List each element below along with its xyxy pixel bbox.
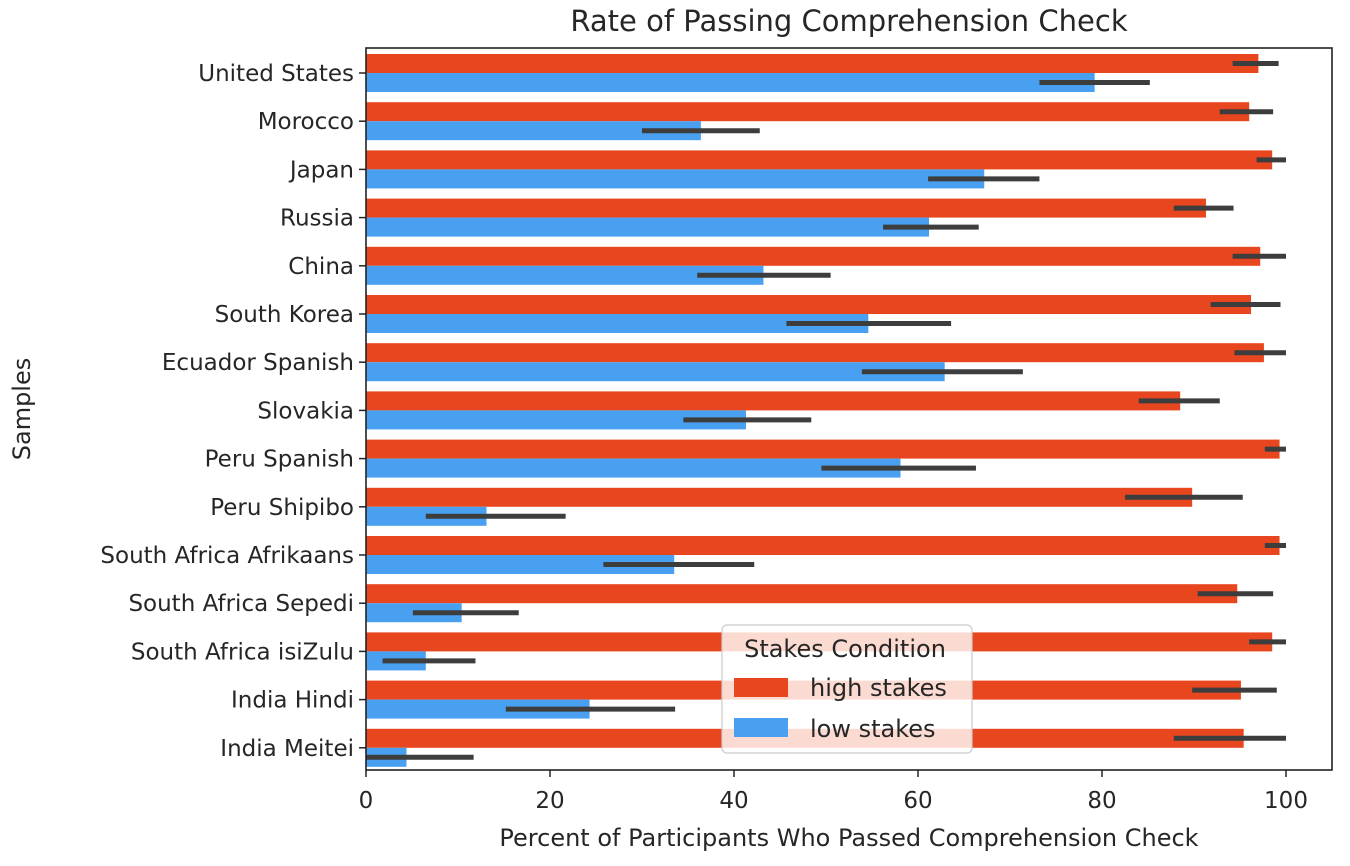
y-tick-label-japan: Japan — [288, 157, 354, 183]
x-tick-label-0: 0 — [359, 788, 374, 814]
legend-swatch-high-stakes — [734, 678, 788, 697]
bar-south-korea-low-stakes — [366, 314, 869, 333]
bar-south-africa-sepedi-high-stakes — [366, 584, 1238, 604]
bar-slovakia-low-stakes — [366, 410, 746, 430]
plot-area — [366, 54, 1286, 767]
bar-russia-low-stakes — [366, 217, 930, 237]
bar-japan-low-stakes — [366, 169, 985, 189]
y-axis-ticks: United States Morocco Japan Russia China Sout… — [100, 61, 366, 762]
legend-label-high-stakes: high stakes — [810, 674, 947, 702]
bar-japan-high-stakes — [366, 150, 1273, 170]
y-axis-label: Samples — [8, 358, 36, 461]
legend: Stakes Condition high stakes low stakes — [721, 624, 973, 754]
x-tick-label-60: 60 — [903, 788, 932, 814]
legend-swatch-low-stakes — [734, 718, 788, 737]
y-tick-label-united-states: United States — [198, 61, 354, 87]
bar-china-high-stakes — [366, 246, 1261, 266]
y-tick-label-india-hindi: India Hindi — [231, 688, 354, 714]
y-tick-label-russia: Russia — [280, 206, 354, 232]
bar-peru-spanish-low-stakes — [366, 458, 901, 478]
y-tick-label-south-africa-isizulu: South Africa isiZulu — [131, 639, 354, 665]
bar-morocco-high-stakes — [366, 102, 1250, 122]
y-tick-label-peru-shipibo: Peru Shipibo — [210, 495, 354, 521]
bar-russia-high-stakes — [366, 198, 1206, 218]
bar-south-africa-afrikaans-high-stakes — [366, 536, 1280, 555]
bar-morocco-low-stakes — [366, 121, 701, 141]
x-tick-label-20: 20 — [535, 788, 564, 814]
y-tick-label-slovakia: Slovakia — [257, 398, 354, 424]
bar-slovakia-high-stakes — [366, 391, 1181, 411]
bar-peru-shipibo-high-stakes — [366, 487, 1193, 507]
y-tick-label-south-africa-afrikaans: South Africa Afrikaans — [100, 543, 354, 569]
y-tick-label-peru-spanish: Peru Spanish — [205, 447, 354, 473]
y-tick-label-south-korea: South Korea — [215, 302, 354, 328]
y-tick-label-china: China — [288, 254, 354, 280]
bar-ecuador-spanish-high-stakes — [366, 343, 1264, 363]
bar-ecuador-spanish-low-stakes — [366, 362, 945, 382]
bar-peru-spanish-high-stakes — [366, 439, 1280, 459]
bar-india-hindi-low-stakes — [366, 699, 590, 719]
y-tick-label-india-meitei: India Meitei — [220, 736, 354, 762]
y-tick-label-morocco: Morocco — [258, 109, 354, 135]
bar-united-states-high-stakes — [366, 54, 1259, 73]
x-axis-label: Percent of Participants Who Passed Compr… — [499, 824, 1198, 852]
x-tick-label-40: 40 — [719, 788, 748, 814]
plot-frame — [365, 47, 1333, 771]
y-tick-label-south-africa-sepedi: South Africa Sepedi — [128, 591, 354, 617]
chart-title: Rate of Passing Comprehension Check — [570, 4, 1127, 38]
bar-south-korea-high-stakes — [366, 295, 1252, 314]
bar-china-low-stakes — [366, 265, 764, 285]
bar-south-africa-afrikaans-low-stakes — [366, 555, 675, 574]
legend-label-low-stakes: low stakes — [810, 715, 936, 743]
x-tick-label-100: 100 — [1264, 788, 1308, 814]
y-tick-label-ecuador-spanish: Ecuador Spanish — [162, 350, 354, 376]
x-tick-label-80: 80 — [1087, 788, 1116, 814]
bar-united-states-low-stakes — [366, 73, 1095, 92]
x-axis-ticks: 0 20 40 60 80 100 — [359, 770, 1308, 814]
legend-title: Stakes Condition — [744, 635, 946, 663]
